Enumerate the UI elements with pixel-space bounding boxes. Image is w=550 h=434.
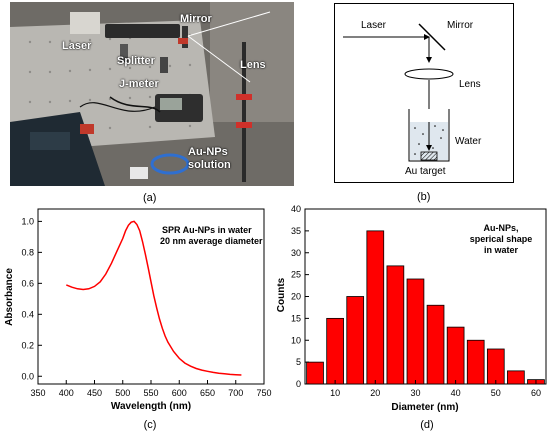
histogram-bar [366,230,385,385]
chart-c-xtick-label: 600 [172,388,187,398]
caption-c: (c) [144,419,157,431]
chart-c-annotation-1: SPR Au-NPs in water [162,225,252,235]
histogram-bar [346,296,365,385]
photo-label-lens: Lens [240,59,266,71]
histogram-bar [466,339,485,385]
schematic-label-target: Au target [405,166,446,177]
mirror-line [418,23,446,51]
chart-c-ytick-label: 0.2 [21,340,34,350]
chart-d-ytick-label: 40 [291,205,301,214]
schematic-drawing [343,23,454,162]
histogram-bar [486,348,505,385]
schematic-label-lens: Lens [459,79,481,90]
chart-d-xtick-label: 30 [410,388,420,398]
histogram-bar [386,265,405,385]
setup-photo: Mirror Laser Splitter Lens J-meter Au-NP… [10,2,294,186]
chart-c-xtick-label: 700 [228,388,243,398]
chart-d-xlabel: Diameter (nm) [391,402,458,413]
chart-d-ytick-label: 10 [291,335,301,345]
schematic-label-water: Water [455,136,482,147]
histogram-bar [326,317,344,385]
chart-c-ytick-label: 0.8 [21,247,34,257]
chart-d-ytick-label: 30 [291,248,301,258]
absorbance-chart: 350 400 450 500 550 600 650 700 750 0.0 0.2 0.4 0.6… [4,208,272,431]
photo-label-laser: Laser [62,40,92,52]
chart-c-xtick-label: 350 [30,388,45,398]
chart-d-xtick-label: 40 [451,388,461,398]
photo-label-mirror: Mirror [180,13,212,25]
chart-c-xtick-label: 550 [143,388,158,398]
photo-label-jmeter: J-meter [119,78,159,90]
chart-d-ytick-label: 5 [296,357,301,367]
au-target [420,151,438,161]
chart-c-xtick-label: 400 [59,388,74,398]
chart-c-ytick-label: 1.0 [21,216,34,226]
chart-d-ylabel: Counts [276,277,287,312]
histogram-bar [446,326,465,385]
chart-c-xlabel: Wavelength (nm) [111,401,191,412]
schematic-diagram: Laser Mirror Lens Water Au target [334,3,514,183]
caption-a: (a) [143,192,157,204]
histogram-bar [406,278,425,385]
schematic-label-laser: Laser [361,20,387,31]
chart-d-annotation-3: in water [484,245,519,255]
chart-d-ytick-label: 15 [291,313,301,323]
chart-d-xtick-label: 10 [330,388,340,398]
caption-d: (d) [420,419,433,431]
chart-d-ytick-label: 35 [291,226,301,236]
histogram-bar [507,370,525,385]
setup-photo-drawing [10,2,294,186]
chart-c-ylabel: Absorbance [4,268,15,326]
chart-c-xtick-label: 650 [200,388,215,398]
chart-d-ytick-label: 20 [291,292,301,302]
absorbance-curve [66,220,242,376]
chart-d-xtick-label: 50 [491,388,501,398]
chart-d-annotation-2: sperical shape [470,234,533,244]
chart-d-xtick-label: 20 [370,388,380,398]
chart-d-xtick-label: 60 [531,388,541,398]
chart-c-xtick-label: 450 [87,388,102,398]
histogram-bar [426,304,445,385]
chart-c-xtick-label: 500 [115,388,130,398]
chart-c-annotation-2: 20 nm average diameter [160,236,263,246]
chart-c-xtick-label: 750 [256,388,271,398]
chart-d-annotation-1: Au-NPs, [483,223,518,233]
caption-b: (b) [417,191,431,203]
diameter-histogram: 10 20 30 40 50 60 0 5 10 15 20 25 30 35 40 Au-NPs, sp… [276,205,547,431]
photo-label-splitter: Splitter [117,55,155,67]
photo-label-solution-line2: solution [188,159,231,171]
histogram-bar [306,361,324,385]
chart-c-ytick-label: 0.4 [21,309,34,319]
lens-shape [404,68,454,80]
chart-d-ytick-label: 0 [296,379,301,389]
chart-d-ytick-label: 25 [291,270,301,280]
schematic-label-mirror: Mirror [447,20,474,31]
photo-label-solution-line1: Au-NPs [188,146,228,158]
water-container [408,109,450,162]
chart-c-ytick-label: 0.6 [21,278,34,288]
chart-c-ytick-label: 0.0 [21,371,34,381]
